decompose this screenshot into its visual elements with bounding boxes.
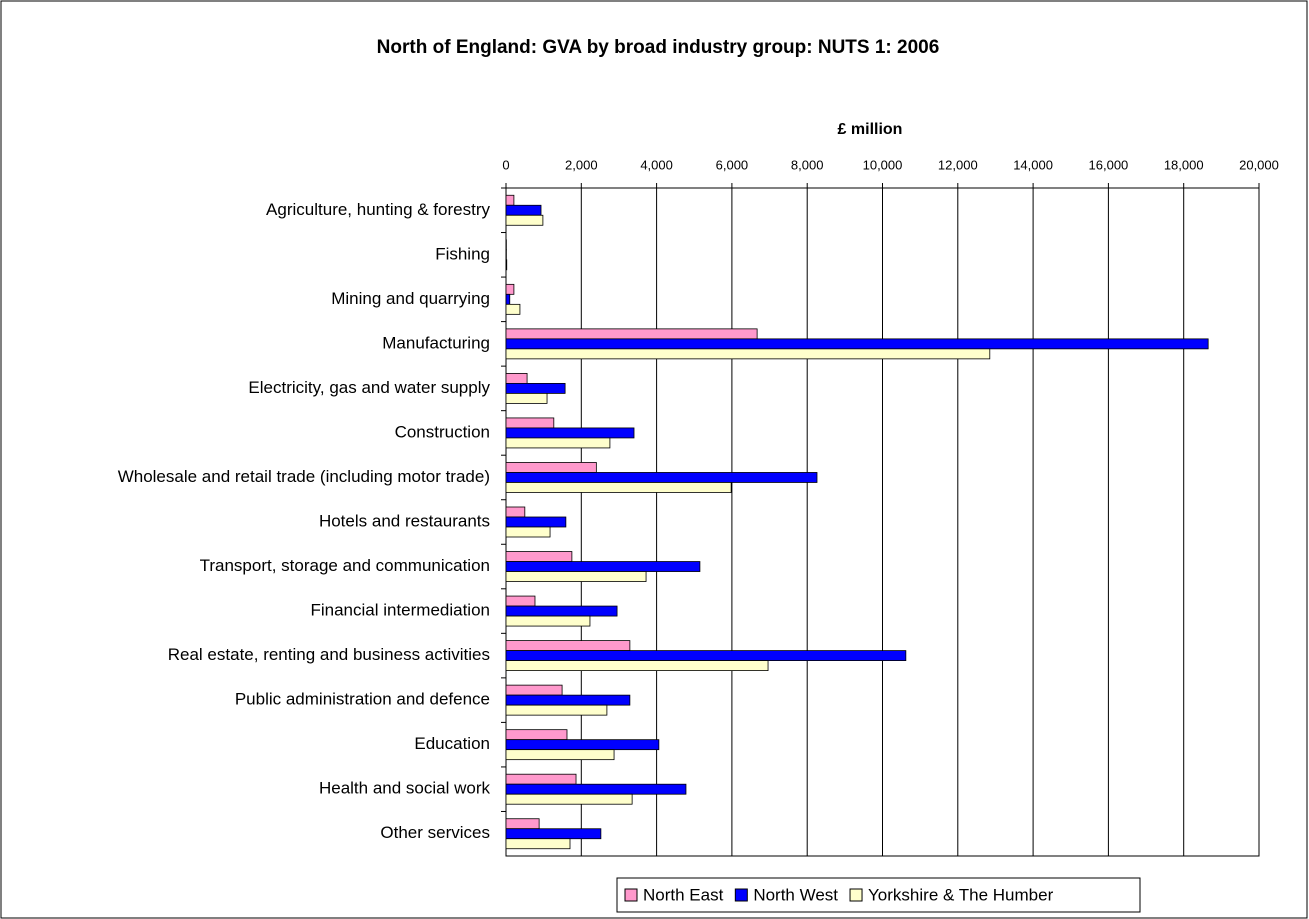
y-tick-label: Construction [395, 422, 490, 441]
bar [505, 640, 631, 651]
legend-swatch [849, 888, 863, 902]
bar [505, 793, 633, 805]
x-tick-label: 2,000 [565, 157, 598, 172]
x-tick-label: 0 [502, 157, 509, 172]
bar [505, 650, 907, 661]
bar [505, 372, 528, 384]
bar [505, 348, 991, 360]
bar [505, 506, 526, 518]
bar [505, 293, 511, 305]
y-tick-label: Transport, storage and communication [200, 556, 490, 575]
legend-box [616, 877, 1141, 913]
legend-swatch [734, 888, 748, 902]
bar [505, 828, 602, 840]
bar [505, 516, 567, 528]
y-tick-label: Health and social work [319, 779, 491, 798]
bar [505, 571, 647, 582]
chart-title: North of England: GVA by broad industry … [377, 37, 940, 58]
x-tick-label: 10,000 [863, 157, 903, 172]
x-tick-label: 8,000 [791, 157, 824, 172]
bar [505, 417, 555, 429]
bar [505, 482, 732, 493]
y-tick-label: Public administration and defence [235, 690, 490, 709]
y-tick-label: Other services [380, 823, 490, 842]
y-tick-label: Agriculture, hunting & forestry [266, 200, 490, 219]
x-tick-label: 20,000 [1239, 157, 1279, 172]
legend-swatch [624, 888, 638, 902]
bar [505, 437, 611, 449]
y-tick-label: Fishing [435, 244, 490, 263]
bar [505, 303, 521, 315]
y-tick-label: Mining and quarrying [331, 289, 490, 308]
bar [505, 729, 568, 741]
bar [505, 338, 1209, 350]
bar [505, 283, 515, 295]
x-tick-label: 6,000 [716, 157, 749, 172]
bar [505, 704, 608, 716]
legend-label: North West [753, 885, 838, 904]
bar [505, 818, 540, 830]
y-tick-label: Real estate, renting and business activi… [168, 645, 490, 664]
x-tick-label: 18,000 [1164, 157, 1204, 172]
bar [505, 749, 615, 761]
y-tick-label: Wholesale and retail trade (including mo… [118, 467, 490, 486]
bar [505, 838, 571, 850]
bar [505, 382, 566, 394]
y-tick-label: Hotels and restaurants [319, 511, 490, 530]
bar [505, 684, 563, 696]
bar [505, 773, 577, 785]
x-tick-label: 4,000 [640, 157, 673, 172]
bar [505, 472, 818, 483]
bar [505, 392, 548, 404]
bar [505, 605, 618, 617]
bar [505, 561, 701, 572]
y-tick-label: Manufacturing [382, 333, 490, 352]
x-tick-label: 14,000 [1013, 157, 1053, 172]
bar [505, 204, 542, 216]
y-tick-label: Electricity, gas and water supply [248, 378, 490, 397]
bar [505, 462, 597, 473]
x-tick-label: 16,000 [1089, 157, 1129, 172]
legend-label: Yorkshire & The Humber [868, 885, 1054, 904]
x-axis-title: £ million [838, 121, 903, 138]
legend-label: North East [643, 885, 724, 904]
bar [505, 194, 515, 206]
x-tick-label: 12,000 [938, 157, 978, 172]
y-tick-label: Education [414, 734, 490, 753]
y-tick-label: Financial intermediation [310, 601, 490, 620]
bar [505, 526, 551, 538]
bar [505, 427, 635, 439]
bar [505, 739, 660, 751]
bar [505, 214, 544, 226]
bar [505, 783, 687, 795]
bar [505, 551, 573, 562]
bar [505, 615, 591, 627]
bar [505, 259, 508, 271]
bar [505, 694, 631, 706]
bar [505, 595, 536, 607]
bar [505, 660, 769, 671]
bar [505, 328, 758, 340]
